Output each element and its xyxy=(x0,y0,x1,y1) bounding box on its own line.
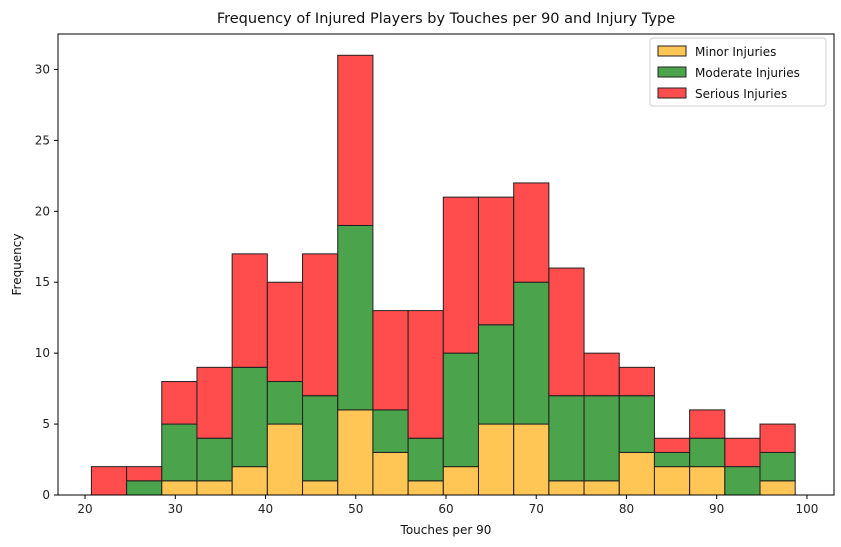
bar-moderate-injuries-bin-2 xyxy=(161,423,198,482)
y-axis-title: Frequency xyxy=(10,234,24,296)
legend-swatch-moderate-injuries xyxy=(657,66,687,78)
bar-serious-injuries-bin-3 xyxy=(196,366,233,439)
x-tick-label: 20 xyxy=(77,502,92,516)
legend: Minor Injuries Moderate Injuries Serious I… xyxy=(649,37,827,107)
bar-minor-injuries-bin-16 xyxy=(653,466,691,496)
bar-minor-injuries-bin-9 xyxy=(407,480,444,496)
bar-minor-injuries-bin-14 xyxy=(583,480,620,496)
y-tick-label: 20 xyxy=(35,204,50,218)
bar-serious-injuries-bin-19 xyxy=(759,423,796,453)
bar-moderate-injuries-bin-11 xyxy=(477,324,515,425)
bar-serious-injuries-bin-8 xyxy=(372,310,409,411)
x-tick-label: 60 xyxy=(438,502,453,516)
y-tick-label: 25 xyxy=(35,133,50,147)
bar-serious-injuries-bin-13 xyxy=(548,267,585,397)
bar-moderate-injuries-bin-4 xyxy=(231,366,268,468)
bar-serious-injuries-bin-0 xyxy=(90,466,128,496)
y-tick-label: 30 xyxy=(35,62,50,76)
legend-swatch-serious-injuries xyxy=(657,87,687,99)
bar-serious-injuries-bin-9 xyxy=(407,310,444,439)
bar-moderate-injuries-bin-8 xyxy=(372,409,409,453)
bar-moderate-injuries-bin-17 xyxy=(689,437,726,468)
bar-minor-injuries-bin-4 xyxy=(231,466,268,496)
bar-minor-injuries-bin-7 xyxy=(337,409,374,496)
bar-moderate-injuries-bin-15 xyxy=(618,395,655,453)
bar-serious-injuries-bin-15 xyxy=(618,366,655,397)
x-axis: 20 30 40 50 60 70 80 90 100 xyxy=(77,495,818,516)
bar-minor-injuries-bin-8 xyxy=(372,451,409,496)
x-tick-label: 30 xyxy=(168,502,183,516)
x-tick-label: 100 xyxy=(795,502,818,516)
bar-serious-injuries-bin-6 xyxy=(302,253,339,397)
bar-moderate-injuries-bin-13 xyxy=(548,395,585,482)
bar-serious-injuries-bin-7 xyxy=(337,54,374,226)
bar-moderate-injuries-bin-18 xyxy=(724,466,761,496)
bar-moderate-injuries-bin-14 xyxy=(583,395,620,482)
x-tick-label: 70 xyxy=(529,502,544,516)
bar-minor-injuries-bin-3 xyxy=(196,480,233,496)
bar-moderate-injuries-bin-12 xyxy=(513,281,550,425)
legend-label-moderate-injuries: Moderate Injuries xyxy=(695,66,800,80)
x-tick-label: 80 xyxy=(619,502,634,516)
bar-minor-injuries-bin-19 xyxy=(759,480,796,496)
legend-label-minor-injuries: Minor Injuries xyxy=(695,45,776,59)
bar-serious-injuries-bin-1 xyxy=(126,466,163,482)
bar-moderate-injuries-bin-10 xyxy=(442,352,479,468)
bar-moderate-injuries-bin-9 xyxy=(407,437,444,482)
legend-label-serious-injuries: Serious Injuries xyxy=(695,87,787,101)
bar-serious-injuries-bin-14 xyxy=(583,352,620,397)
bar-minor-injuries-bin-2 xyxy=(161,480,198,496)
bar-minor-injuries-bin-12 xyxy=(513,423,550,496)
bar-minor-injuries-bin-11 xyxy=(477,423,515,496)
legend-swatch-minor-injuries xyxy=(657,45,687,57)
chart-title: Frequency of Injured Players by Touches … xyxy=(217,11,675,27)
x-tick-label: 40 xyxy=(258,502,273,516)
bar-serious-injuries-bin-5 xyxy=(266,281,304,383)
bars-layer xyxy=(90,54,796,496)
bar-moderate-injuries-bin-19 xyxy=(759,451,796,482)
bar-minor-injuries-bin-10 xyxy=(442,466,479,496)
y-tick-label: 10 xyxy=(35,346,50,360)
bar-moderate-injuries-bin-1 xyxy=(126,480,163,496)
legend-box xyxy=(649,37,827,107)
x-tick-label: 90 xyxy=(709,502,724,516)
bar-moderate-injuries-bin-7 xyxy=(337,224,374,411)
bar-serious-injuries-bin-12 xyxy=(513,182,550,283)
bar-serious-injuries-bin-18 xyxy=(724,437,761,468)
bar-minor-injuries-bin-15 xyxy=(618,451,655,496)
y-tick-label: 0 xyxy=(42,488,50,502)
bar-serious-injuries-bin-17 xyxy=(689,409,726,439)
bar-serious-injuries-bin-16 xyxy=(653,437,691,453)
bar-moderate-injuries-bin-16 xyxy=(653,451,691,468)
y-axis: 0 5 10 15 20 25 30 xyxy=(35,62,58,502)
bar-moderate-injuries-bin-6 xyxy=(302,395,339,482)
bar-minor-injuries-bin-13 xyxy=(548,480,585,496)
bar-serious-injuries-bin-10 xyxy=(442,196,479,354)
x-tick-label: 50 xyxy=(348,502,363,516)
bar-moderate-injuries-bin-5 xyxy=(266,381,304,425)
y-tick-label: 15 xyxy=(35,275,50,289)
x-axis-title: Touches per 90 xyxy=(400,523,492,537)
bar-serious-injuries-bin-4 xyxy=(231,253,268,368)
y-tick-label: 5 xyxy=(42,417,50,431)
bar-minor-injuries-bin-5 xyxy=(266,423,304,496)
bar-minor-injuries-bin-6 xyxy=(302,480,339,496)
bar-minor-injuries-bin-17 xyxy=(689,466,726,496)
bar-serious-injuries-bin-11 xyxy=(477,196,515,326)
bar-moderate-injuries-bin-3 xyxy=(196,437,233,482)
bar-serious-injuries-bin-2 xyxy=(161,381,198,425)
